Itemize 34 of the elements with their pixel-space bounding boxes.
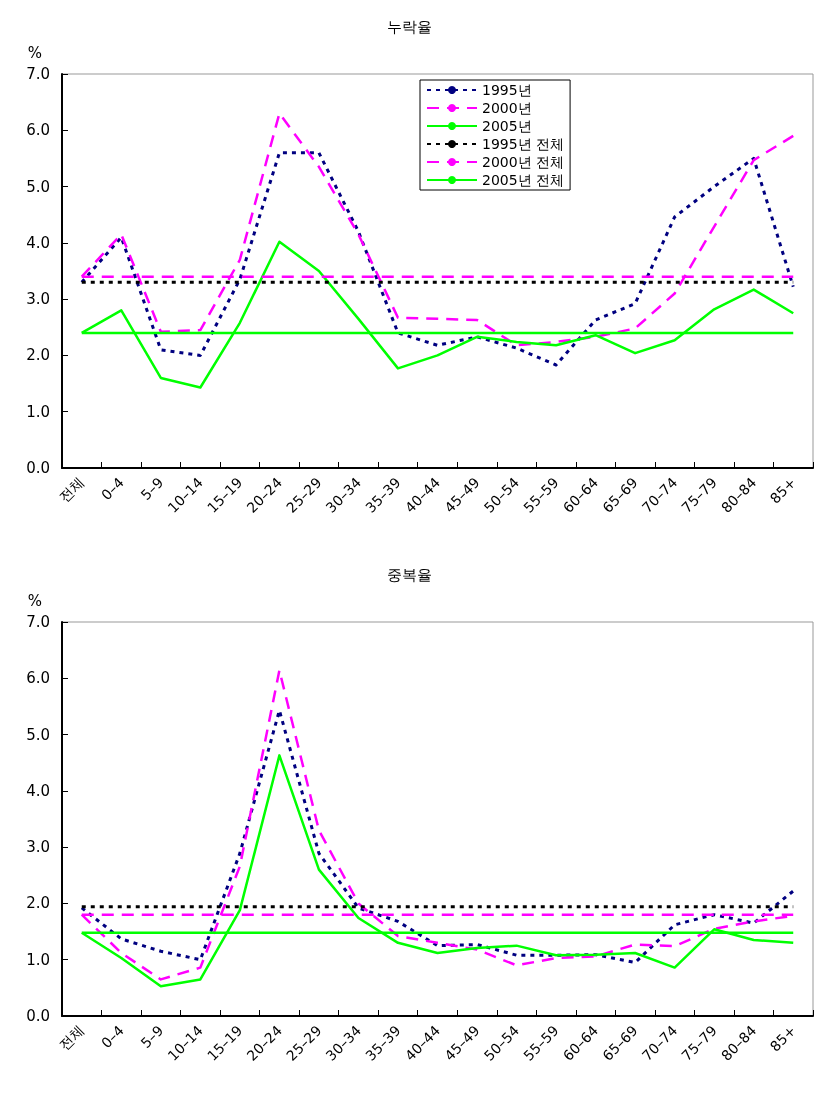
y-tick-label: 7.0 bbox=[26, 613, 50, 631]
y-tick-label: 1.0 bbox=[26, 402, 50, 421]
legend-label: 2005년 전체 bbox=[482, 172, 565, 188]
x-tick-label: 전체 bbox=[56, 474, 88, 506]
x-tick-label: 85+ bbox=[766, 474, 799, 507]
y-tick-label: 5.0 bbox=[26, 725, 50, 744]
y-tick-label: 2.0 bbox=[26, 346, 50, 365]
x-tick-label: 5–9 bbox=[137, 474, 167, 504]
legend-label: 1995년 bbox=[482, 82, 532, 98]
chart-title: 누락율 bbox=[386, 17, 432, 36]
y-tick-label: 6.0 bbox=[26, 669, 50, 688]
x-tick-label: 0–4 bbox=[98, 474, 128, 504]
y-tick-label: 0.0 bbox=[26, 1007, 50, 1025]
y-tick-label: 0.0 bbox=[26, 459, 50, 477]
legend-label: 2000년 전체 bbox=[482, 154, 565, 170]
legend-label: 2000년 bbox=[482, 100, 532, 116]
x-tick-label: 전체 bbox=[56, 1022, 88, 1054]
y-tick-label: 6.0 bbox=[26, 121, 50, 140]
y-tick-label: 1.0 bbox=[26, 950, 50, 969]
y-axis-title: % bbox=[27, 43, 42, 62]
legend-label: 1995년 전체 bbox=[482, 136, 565, 152]
y-tick-label: 4.0 bbox=[26, 781, 50, 800]
y-tick-label: 3.0 bbox=[26, 838, 50, 857]
y-tick-label: 4.0 bbox=[26, 233, 50, 252]
x-tick-label: 0–4 bbox=[98, 1022, 128, 1052]
y-tick-label: 7.0 bbox=[26, 65, 50, 83]
y-tick-label: 2.0 bbox=[26, 894, 50, 913]
x-tick-label: 5–9 bbox=[137, 1022, 167, 1052]
y-axis-title: % bbox=[27, 591, 42, 610]
y-tick-label: 3.0 bbox=[26, 290, 50, 309]
legend-label: 2005년 bbox=[482, 118, 532, 134]
x-tick-label: 85+ bbox=[766, 1022, 799, 1055]
y-tick-label: 5.0 bbox=[26, 177, 50, 196]
chart-title: 중복율 bbox=[386, 565, 432, 584]
